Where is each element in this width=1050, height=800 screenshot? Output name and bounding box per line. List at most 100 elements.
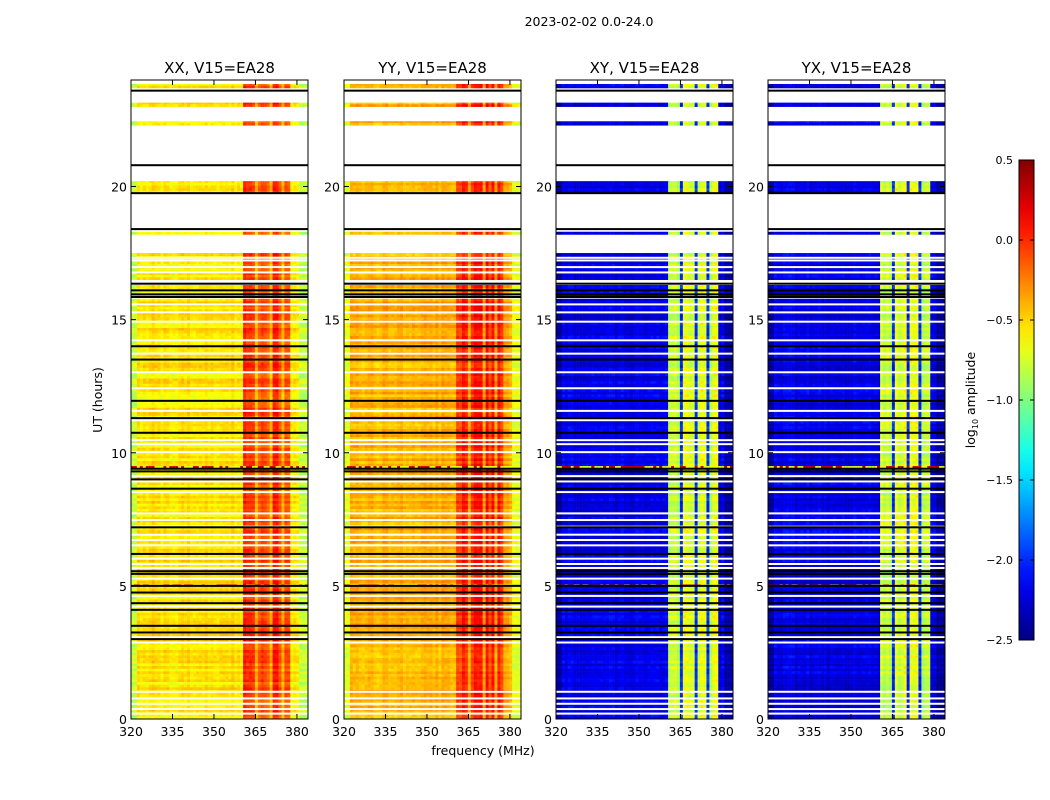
heatmap-cell [155, 628, 158, 631]
heatmap-cell [217, 613, 220, 616]
heatmap-cell [287, 549, 290, 552]
heatmap-cell [172, 644, 175, 647]
heatmap-cell [252, 599, 255, 602]
heatmap-cell [193, 506, 196, 509]
heatmap-cell [205, 671, 208, 674]
heatmap-cell [296, 671, 299, 674]
heatmap-cell [155, 655, 158, 658]
heatmap-cell [299, 682, 302, 685]
heatmap-cell [181, 498, 184, 501]
heatmap-cell [270, 682, 273, 685]
heatmap-cell [220, 503, 223, 506]
heatmap-cell [134, 549, 137, 552]
heatmap-cell [196, 676, 199, 679]
heatmap-cell [296, 514, 299, 517]
heatmap-cell [246, 509, 249, 512]
heatmap-cell [196, 503, 199, 506]
heatmap-cell [175, 687, 178, 690]
heatmap-cell [208, 679, 211, 682]
heatmap-cell [172, 692, 175, 695]
heatmap-cell [273, 503, 276, 506]
heatmap-cell [273, 644, 276, 647]
heatmap-cell [193, 684, 196, 687]
heatmap-cell [166, 647, 169, 650]
heatmap-cell [217, 546, 220, 549]
heatmap-cell [261, 658, 264, 661]
heatmap-cell [190, 506, 193, 509]
heatmap-cell [240, 503, 243, 506]
heatmap-cell [184, 658, 187, 661]
heatmap-cell [273, 541, 276, 544]
heatmap-cell [220, 682, 223, 685]
heatmap-cell [299, 668, 302, 671]
heatmap-cell [196, 581, 199, 584]
heatmap-cell [258, 589, 261, 592]
heatmap-cell [267, 597, 270, 600]
heatmap-cell [287, 658, 290, 661]
heatmap-cell [175, 660, 178, 663]
heatmap-cell [222, 647, 225, 650]
heatmap-cell [273, 522, 276, 525]
heatmap-cell [287, 498, 290, 501]
heatmap-cell [287, 613, 290, 616]
heatmap-cell [240, 687, 243, 690]
heatmap-cell [284, 652, 287, 655]
heatmap-cell [187, 668, 190, 671]
heatmap-cell [196, 546, 199, 549]
heatmap-cell [249, 535, 252, 538]
heatmap-cell [187, 535, 190, 538]
heatmap-cell [255, 559, 258, 562]
heatmap-cell [190, 514, 193, 517]
heatmap-cell [175, 514, 178, 517]
heatmap-cell [137, 506, 140, 509]
heatmap-cell [205, 652, 208, 655]
heatmap-cell [208, 581, 211, 584]
heatmap-cell [231, 530, 234, 533]
heatmap-cell [146, 671, 149, 674]
heatmap-cell [149, 546, 152, 549]
heatmap-cell [264, 503, 267, 506]
heatmap-cell [264, 682, 267, 685]
heatmap-cell [196, 498, 199, 501]
heatmap-cell [152, 509, 155, 512]
heatmap-cell [302, 674, 305, 677]
heatmap-cell [270, 620, 273, 623]
heatmap-cell [228, 655, 231, 658]
heatmap-cell [158, 644, 161, 647]
heatmap-cell [217, 549, 220, 552]
heatmap-cell [140, 674, 143, 677]
heatmap-cell [155, 679, 158, 682]
heatmap-cell [302, 599, 305, 602]
heatmap-cell [211, 671, 214, 674]
heatmap-cell [137, 620, 140, 623]
heatmap-cell [296, 668, 299, 671]
heatmap-cell [166, 682, 169, 685]
heatmap-cell [222, 613, 225, 616]
heatmap-cell [140, 618, 143, 621]
heatmap-cell [184, 618, 187, 621]
heatmap-cell [196, 674, 199, 677]
heatmap-cell [225, 676, 228, 679]
heatmap-cell [137, 509, 140, 512]
heatmap-cell [161, 522, 164, 525]
heatmap-cell [281, 503, 284, 506]
heatmap-cell [287, 663, 290, 666]
heatmap-cell [184, 509, 187, 512]
heatmap-cell [273, 647, 276, 650]
heatmap-cell [281, 506, 284, 509]
heatmap-cell [299, 506, 302, 509]
heatmap-cell [249, 687, 252, 690]
heatmap-cell [296, 589, 299, 592]
heatmap-cell [284, 615, 287, 618]
heatmap-cell [270, 613, 273, 616]
heatmap-cell [220, 613, 223, 616]
heatmap-cell [267, 549, 270, 552]
heatmap-cell [281, 692, 284, 695]
heatmap-cell [187, 650, 190, 653]
heatmap-cell [190, 684, 193, 687]
heatmap-cell [143, 599, 146, 602]
heatmap-cell [234, 650, 237, 653]
heatmap-cell [140, 644, 143, 647]
heatmap-cell [281, 522, 284, 525]
heatmap-cell [163, 684, 166, 687]
